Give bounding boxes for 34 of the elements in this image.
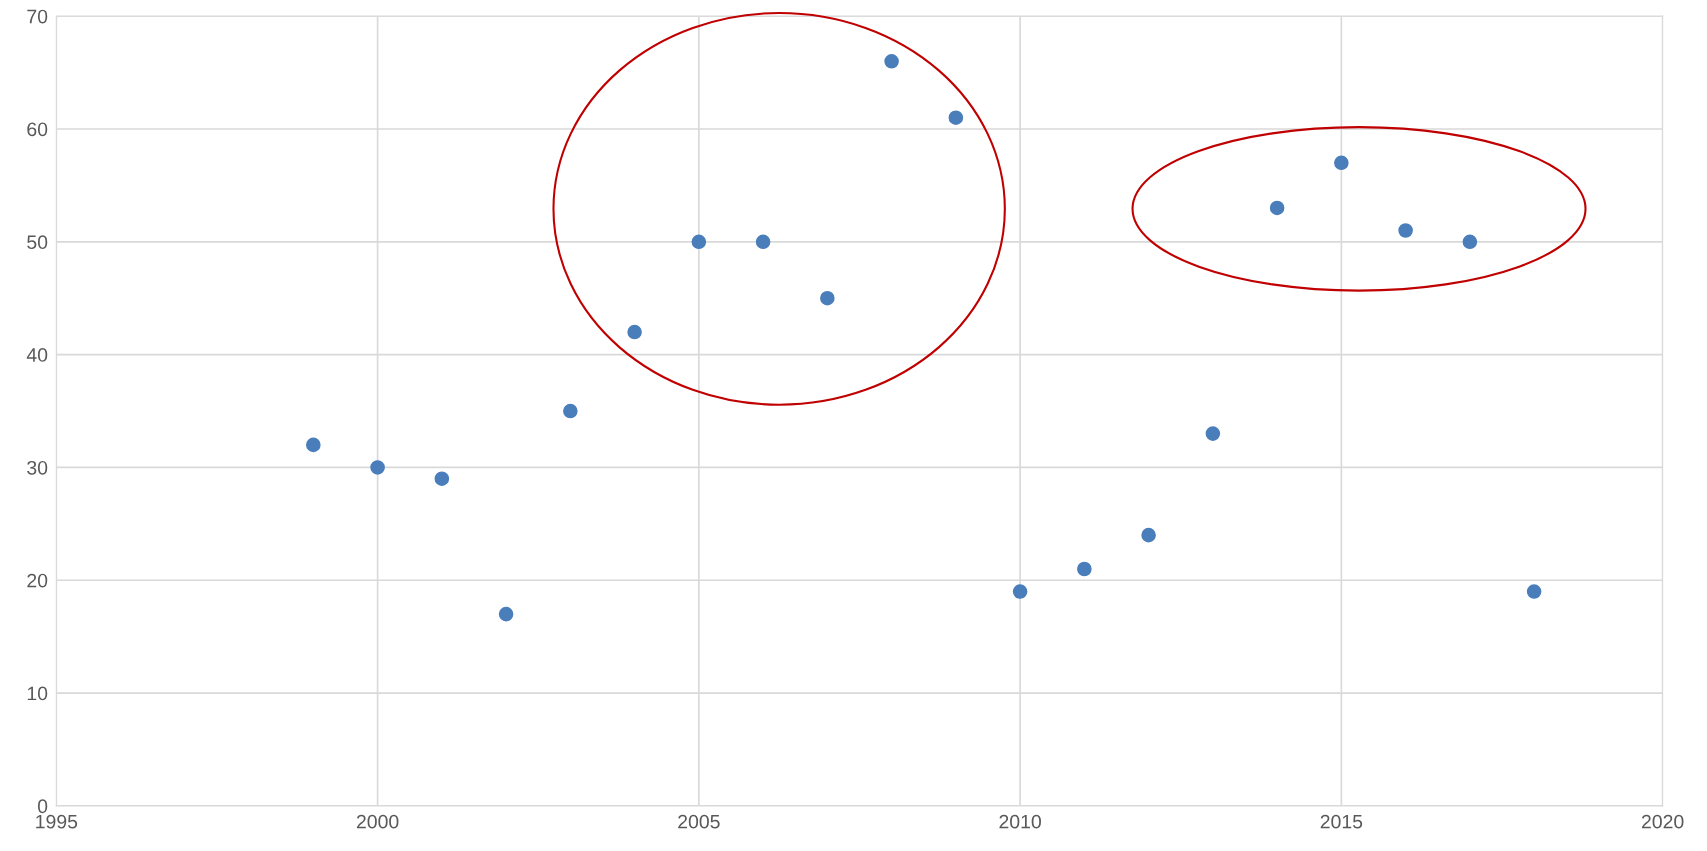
y-tick-label: 70: [27, 9, 48, 24]
point: [563, 403, 578, 419]
point: [1269, 200, 1285, 216]
x-tick-label: 2015: [1320, 814, 1363, 829]
x-tick-label: 2020: [1641, 814, 1684, 829]
point: [1334, 155, 1349, 171]
y-tick-label: 20: [27, 573, 48, 588]
point: [691, 234, 707, 250]
y-tick-label: 40: [26, 348, 48, 362]
y-tick-label: 0: [37, 799, 48, 814]
x-tick-label: 1995: [36, 814, 78, 829]
point: [1462, 234, 1478, 250]
y-tick-label: 10: [27, 686, 48, 701]
point: [1398, 223, 1413, 238]
point: [1077, 561, 1092, 577]
point: [498, 606, 514, 622]
y-tick-label: 30: [27, 460, 48, 475]
point: [755, 234, 771, 250]
point: [306, 437, 321, 453]
point: [627, 324, 642, 340]
point: [884, 54, 899, 69]
point: [1526, 584, 1542, 599]
x-tick-label: 2000: [356, 814, 399, 829]
y-tick-label: 60: [27, 122, 48, 137]
x-tick-label: 2010: [999, 814, 1041, 829]
point: [948, 110, 964, 125]
x-tick-label: 2005: [678, 814, 720, 829]
point: [1012, 584, 1028, 599]
point: [1141, 527, 1156, 543]
point: [820, 290, 835, 306]
point: [1205, 426, 1221, 441]
point: [370, 460, 385, 475]
y-tick-label: 50: [27, 235, 48, 250]
point: [434, 471, 450, 487]
